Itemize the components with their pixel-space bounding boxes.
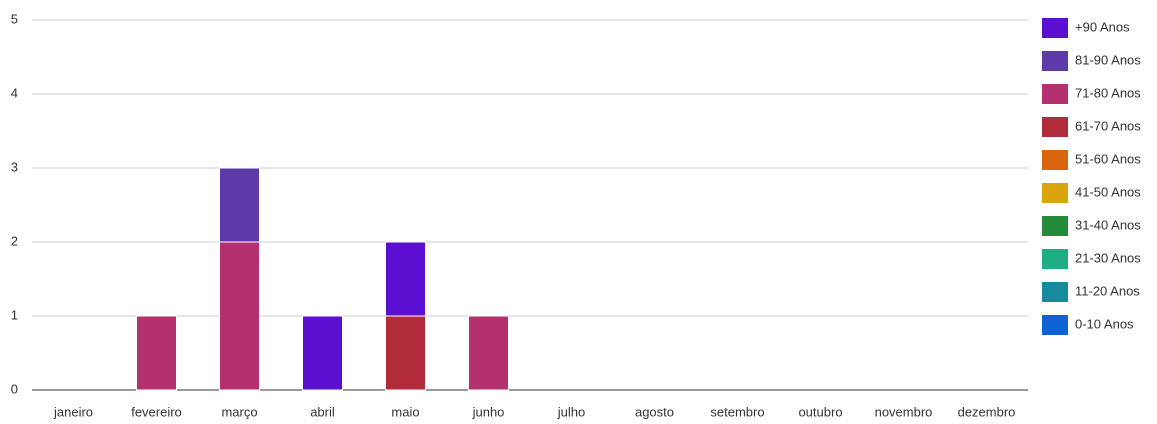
bar-segment	[219, 167, 260, 243]
y-tick-label: 1	[11, 307, 18, 322]
legend-swatch	[1042, 18, 1068, 38]
legend-label: 21-30 Anos	[1075, 250, 1141, 265]
bar-segment	[385, 315, 426, 391]
legend-label: 71-80 Anos	[1075, 85, 1141, 100]
x-tick-label: setembro	[710, 404, 764, 419]
y-tick-label: 2	[11, 233, 18, 248]
bar-segment	[302, 315, 343, 391]
legend-label: 31-40 Anos	[1075, 217, 1141, 232]
legend-label: 11-20 Anos	[1075, 283, 1140, 298]
legend-swatch	[1042, 249, 1068, 269]
x-tick-label: janeiro	[53, 404, 93, 419]
x-tick-label: março	[221, 404, 257, 419]
legend-label: 41-50 Anos	[1075, 184, 1141, 199]
legend-swatch	[1042, 51, 1068, 71]
legend-swatch	[1042, 183, 1068, 203]
legend-swatch	[1042, 84, 1068, 104]
x-tick-label: junho	[472, 404, 505, 419]
x-tick-label: novembro	[875, 404, 933, 419]
legend-label: 0-10 Anos	[1075, 316, 1134, 331]
legend-label: 81-90 Anos	[1075, 52, 1141, 67]
legend-label: 51-60 Anos	[1075, 151, 1141, 166]
y-tick-label: 3	[11, 159, 18, 174]
x-tick-label: maio	[391, 404, 419, 419]
legend-swatch	[1042, 150, 1068, 170]
legend-swatch	[1042, 216, 1068, 236]
x-tick-label: abril	[310, 404, 335, 419]
bar-segment	[219, 241, 260, 391]
legend-label: +90 Anos	[1075, 19, 1130, 34]
legend-swatch	[1042, 282, 1068, 302]
x-tick-label: outubro	[798, 404, 842, 419]
legend-swatch	[1042, 315, 1068, 335]
legend-swatch	[1042, 117, 1068, 137]
x-tick-label: agosto	[635, 404, 674, 419]
y-tick-label: 4	[11, 85, 18, 100]
x-tick-label: julho	[557, 404, 585, 419]
x-tick-label: dezembro	[958, 404, 1016, 419]
legend-label: 61-70 Anos	[1075, 118, 1141, 133]
bar-segment	[468, 315, 509, 391]
bar-segment	[136, 315, 177, 391]
y-tick-label: 0	[11, 381, 18, 396]
bar-segment	[385, 241, 426, 317]
y-tick-label: 5	[11, 11, 18, 26]
x-tick-label: fevereiro	[131, 404, 182, 419]
